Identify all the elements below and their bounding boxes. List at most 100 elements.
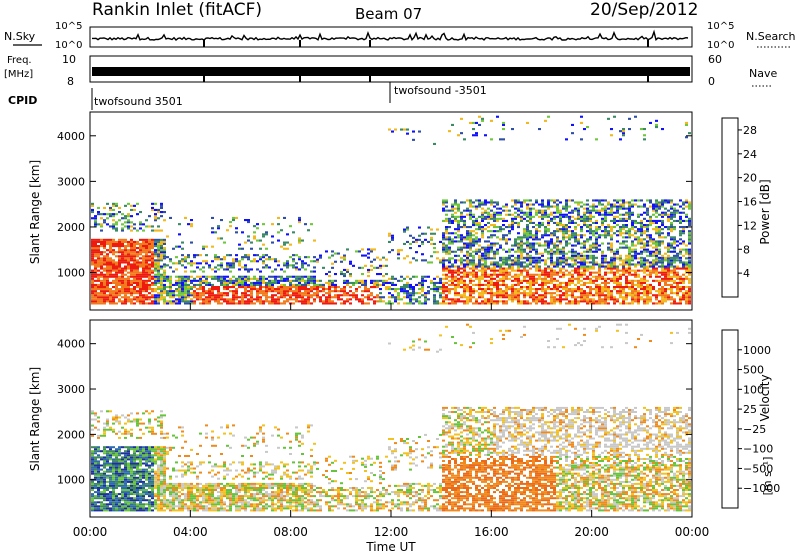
heatmap-cell: [163, 290, 166, 293]
heatmap-cell: [439, 261, 442, 264]
heatmap-cell: [454, 199, 457, 202]
heatmap-cell: [229, 300, 232, 303]
heatmap-cell: [673, 246, 676, 249]
heatmap-cell: [91, 487, 94, 489]
heatmap-cell: [136, 273, 139, 276]
heatmap-cell: [91, 292, 94, 295]
heatmap-cell: [622, 130, 625, 133]
heatmap-cell: [577, 290, 580, 293]
heatmap-cell: [118, 279, 121, 282]
heatmap-cell: [661, 242, 664, 245]
heatmap-cell: [382, 283, 385, 286]
heatmap-cell: [595, 286, 598, 289]
heatmap-cell: [157, 247, 160, 250]
heatmap-cell: [511, 286, 514, 289]
heatmap-cell: [184, 283, 187, 286]
heatmap-cell: [619, 302, 622, 305]
heatmap-cell: [184, 288, 187, 291]
heatmap-cell: [610, 256, 613, 259]
heatmap-cell: [598, 236, 601, 239]
heatmap-cell: [661, 228, 664, 231]
heatmap-cell: [265, 281, 268, 284]
heatmap-cell: [490, 298, 493, 301]
heatmap-cell: [310, 294, 313, 297]
heatmap-cell: [685, 286, 688, 289]
heatmap-cell: [406, 294, 409, 297]
heatmap-cell: [532, 246, 535, 249]
heatmap-cell: [640, 259, 643, 262]
heatmap-cell: [484, 203, 487, 206]
heatmap-cell: [379, 288, 382, 291]
heatmap-cell: [424, 279, 427, 282]
heatmap-cell: [241, 298, 244, 301]
heatmap-cell: [613, 302, 616, 305]
heatmap-cell: [514, 298, 517, 301]
heatmap-cell: [583, 290, 586, 293]
heatmap-cell: [661, 221, 664, 224]
heatmap-cell: [499, 238, 502, 241]
heatmap-cell: [97, 456, 100, 459]
heatmap-cell: [505, 269, 508, 272]
heatmap-cell: [508, 298, 511, 301]
heatmap-cell: [97, 288, 100, 291]
heatmap-cell: [163, 292, 166, 295]
heatmap-cell: [643, 250, 646, 253]
heatmap-cell: [649, 288, 652, 291]
heatmap-cell: [238, 296, 241, 299]
heatmap-cell: [118, 257, 121, 260]
heatmap-cell: [178, 300, 181, 303]
heatmap-cell: [442, 209, 445, 212]
heatmap-cell: [343, 258, 346, 261]
heatmap-cell: [535, 279, 538, 282]
heatmap-cell: [511, 205, 514, 208]
heatmap-cell: [649, 296, 652, 299]
heatmap-cell: [574, 240, 577, 243]
heatmap-cell: [133, 259, 136, 262]
heatmap-cell: [478, 240, 481, 243]
heatmap-cell: [628, 273, 631, 276]
heatmap-cell: [553, 252, 556, 255]
heatmap-cell: [463, 279, 466, 282]
heatmap-cell: [163, 249, 166, 252]
heatmap-cell: [91, 495, 94, 498]
heatmap-cell: [550, 217, 553, 220]
heatmap-cell: [193, 262, 196, 265]
heatmap-cell: [301, 298, 304, 301]
heatmap-cell: [523, 234, 526, 237]
heatmap-cell: [241, 294, 244, 297]
heatmap-cell: [646, 300, 649, 303]
heatmap-cell: [184, 286, 187, 289]
heatmap-cell: [541, 279, 544, 282]
heatmap-cell: [472, 134, 475, 137]
heatmap-cell: [304, 275, 307, 278]
heatmap-cell: [556, 244, 559, 247]
heatmap-cell: [280, 290, 283, 293]
heatmap-cell: [295, 279, 298, 282]
heatmap-cell: [208, 290, 211, 293]
heatmap-cell: [643, 277, 646, 280]
heatmap-cell: [517, 209, 520, 212]
heatmap-cell: [547, 234, 550, 237]
heatmap-cell: [547, 224, 550, 227]
heatmap-cell: [157, 298, 160, 301]
heatmap-cell: [490, 267, 493, 270]
heatmap-cell: [259, 283, 262, 286]
heatmap-cell: [142, 255, 145, 258]
heatmap-cell: [571, 232, 574, 235]
heatmap-cell: [499, 211, 502, 214]
heatmap-cell: [544, 275, 547, 278]
heatmap-cell: [130, 265, 133, 268]
heatmap-cell: [235, 231, 238, 234]
heatmap-cell: [616, 292, 619, 295]
heatmap-cell: [661, 219, 664, 222]
heatmap-cell: [490, 234, 493, 237]
heatmap-cell: [109, 245, 112, 248]
heatmap-cell: [334, 288, 337, 291]
heatmap-cell: [97, 255, 100, 258]
heatmap-cell: [145, 296, 148, 299]
heatmap-cell: [580, 215, 583, 218]
heatmap-cell: [448, 267, 451, 270]
heatmap-cell: [247, 298, 250, 301]
heatmap-cell: [271, 294, 274, 297]
